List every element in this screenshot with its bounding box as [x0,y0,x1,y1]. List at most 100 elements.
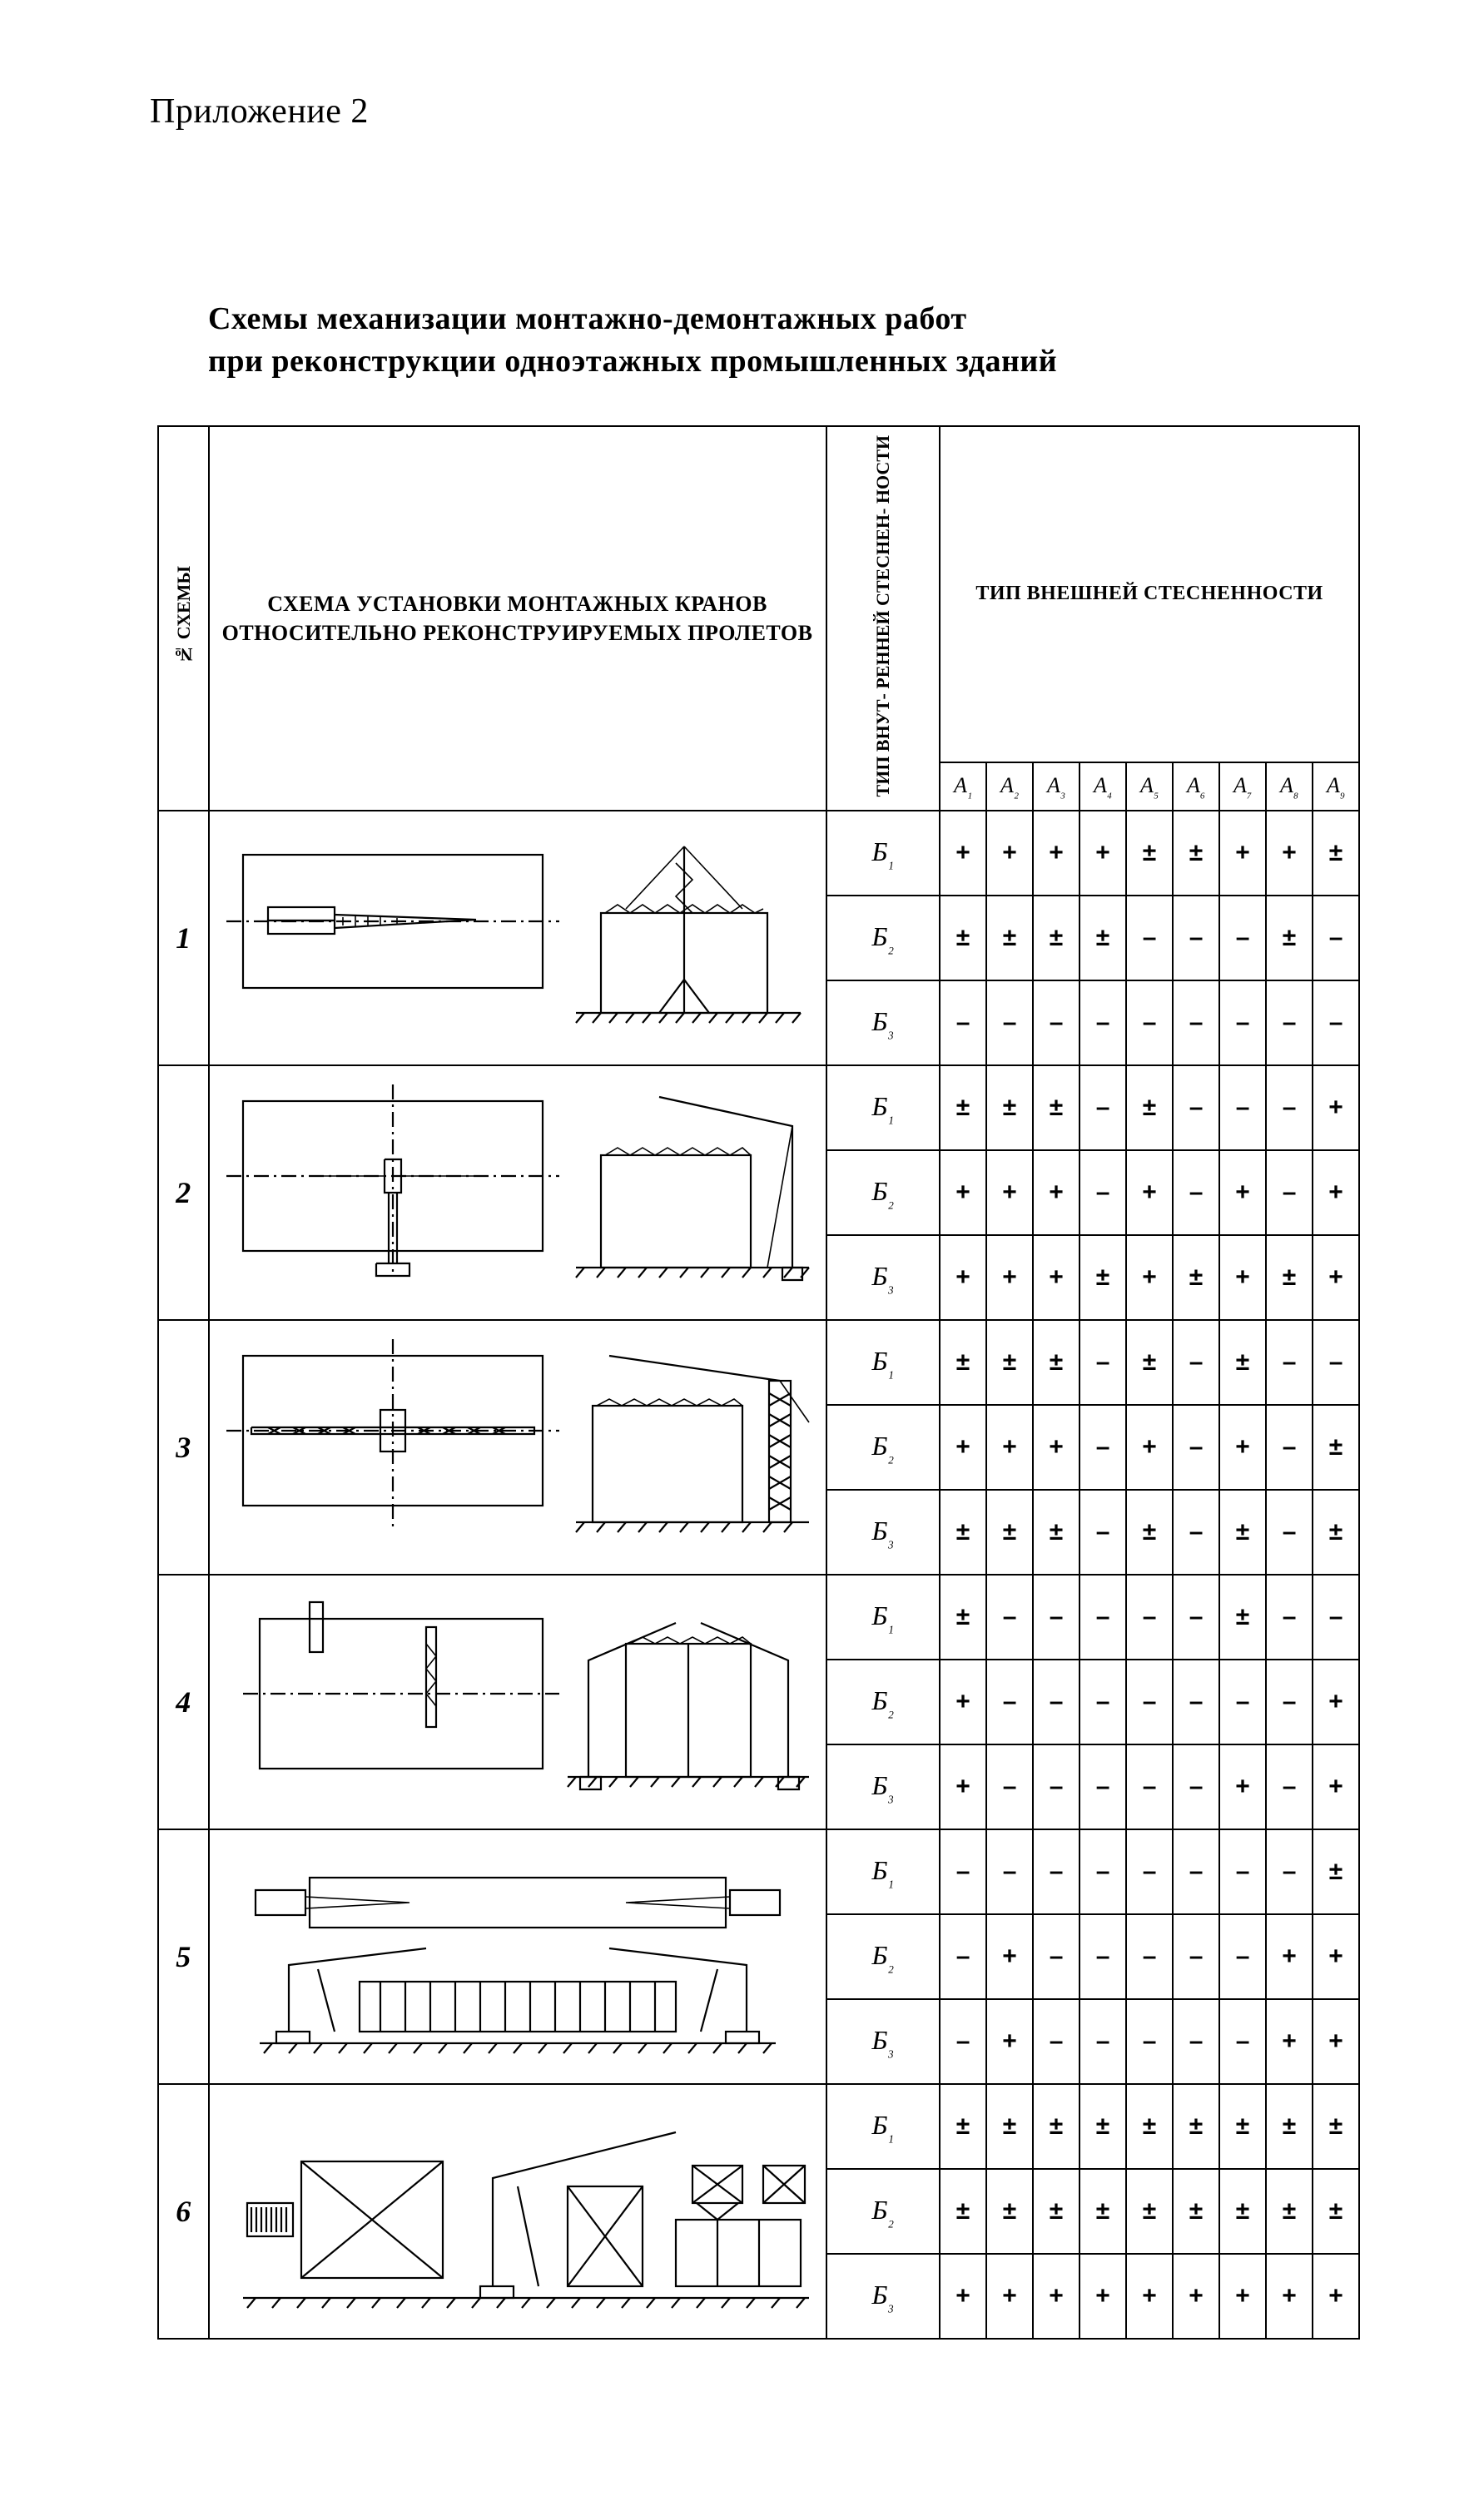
cell: ± [1313,1829,1359,1914]
cell: ± [1079,2169,1126,2254]
cell: + [940,1405,986,1490]
cell: ± [1079,1235,1126,1320]
cell: – [1173,1829,1219,1914]
cell: ± [940,2169,986,2254]
inner-type-label: Б₂ [826,896,940,980]
cell: + [1079,811,1126,896]
cell: – [1079,1744,1126,1829]
cell: + [1033,1405,1079,1490]
cell: ± [1313,1405,1359,1490]
cell: – [1266,1320,1313,1405]
cell: – [1079,1490,1126,1575]
cell: ± [1173,2084,1219,2169]
cell: + [1219,811,1266,896]
cell: – [1033,1914,1079,1999]
cell: – [1126,1575,1173,1660]
cell: + [940,1660,986,1744]
cell: + [1266,1914,1313,1999]
cell: + [1126,1150,1173,1235]
scheme-2 [210,1068,826,1318]
inner-type-label: Б₃ [826,2254,940,2339]
inner-type-label: Б₂ [826,1405,940,1490]
cell: + [986,2254,1033,2339]
cell: – [1266,1744,1313,1829]
cell: + [1033,1150,1079,1235]
scheme-diagram [209,1829,826,2084]
cell: – [986,980,1033,1065]
cell: + [940,2254,986,2339]
cell: + [1033,2254,1079,2339]
cell: – [1126,1744,1173,1829]
cell: – [1313,1575,1359,1660]
cell: – [1033,1829,1079,1914]
scheme-no-label: № СХЕМЫ [170,558,197,673]
cell: ± [1266,1235,1313,1320]
table-row: 6 Б₁±±±±±±±±± [158,2084,1359,2169]
cell: – [986,1660,1033,1744]
cell: – [1033,1660,1079,1744]
cell: – [1266,1150,1313,1235]
cell: – [1079,1320,1126,1405]
cell: – [1126,1914,1173,1999]
cell: ± [986,2169,1033,2254]
cell: – [940,1914,986,1999]
col-a1: А₁ [940,762,986,811]
cell: + [1266,2254,1313,2339]
cell: ± [1033,2169,1079,2254]
cell: – [1266,1065,1313,1150]
cell: ± [986,896,1033,980]
cell: + [1219,1235,1266,1320]
cell: ± [1266,2169,1313,2254]
cell: ± [940,1065,986,1150]
cell: – [1033,1575,1079,1660]
cell: – [1126,896,1173,980]
cell: ± [1313,2169,1359,2254]
cell: ± [1126,2169,1173,2254]
cell: – [1173,1744,1219,1829]
cell: + [1266,1999,1313,2084]
cell: + [1266,811,1313,896]
cell: + [986,811,1033,896]
cell: + [940,811,986,896]
col-a4: А₄ [1079,762,1126,811]
cell: + [1033,1235,1079,1320]
cell: – [1173,1914,1219,1999]
inner-type-label: Б₂ [826,1660,940,1744]
inner-type-label: Б₂ [826,1150,940,1235]
col-a2: А₂ [986,762,1033,811]
cell: – [1219,1914,1266,1999]
cell: ± [1126,2084,1173,2169]
cell: ± [1313,1490,1359,1575]
inner-type-label: Б₁ [826,1065,940,1150]
cell: + [1313,1235,1359,1320]
cell: + [1313,1065,1359,1150]
cell: – [1219,1829,1266,1914]
title-line-1: Схемы механизации монтажно-демонтажных р… [208,301,967,336]
cell: – [1079,1914,1126,1999]
cell: – [1079,1829,1126,1914]
cell: + [1313,1999,1359,2084]
cell: – [1079,1150,1126,1235]
cell: – [1173,1490,1219,1575]
cell: + [1313,1744,1359,1829]
cell: ± [986,1490,1033,1575]
cell: ± [1033,1065,1079,1150]
inner-type-label: Б₃ [826,980,940,1065]
inner-type-label: Б₁ [826,811,940,896]
cell: – [1033,980,1079,1065]
cell: – [1173,1660,1219,1744]
cell: – [1219,980,1266,1065]
col-a8: А₈ [1266,762,1313,811]
cell: ± [1173,811,1219,896]
cell: + [940,1150,986,1235]
col-diagram: СХЕМА УСТАНОВКИ МОНТАЖНЫХ КРАНОВ ОТНОСИТ… [209,426,826,811]
cell: + [1219,2254,1266,2339]
inner-type-label: Б₃ [826,1744,940,1829]
cell: + [1126,2254,1173,2339]
cell: + [1313,1914,1359,1999]
scheme-1 [210,813,826,1063]
cell: + [1313,1660,1359,1744]
cell: ± [940,1575,986,1660]
cell: ± [1126,1490,1173,1575]
table-row: 3 Б₁±±±–±–±–– [158,1320,1359,1405]
